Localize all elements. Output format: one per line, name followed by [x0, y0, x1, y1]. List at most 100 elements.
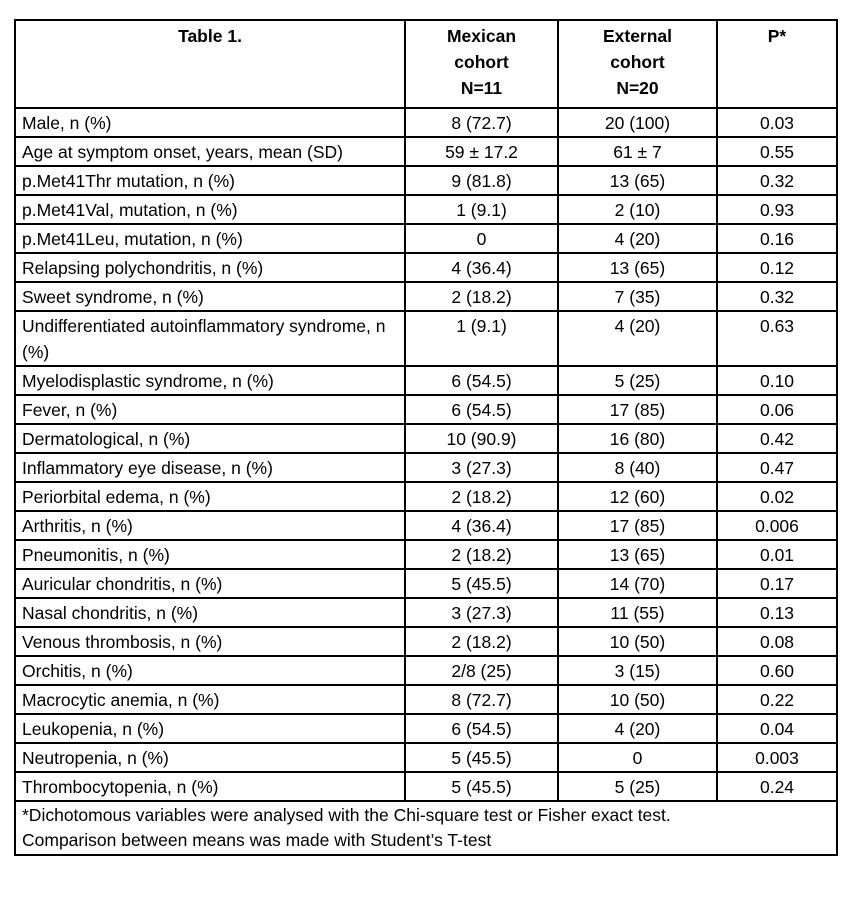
table-row: Periorbital edema, n (%) 2 (18.2) 12 (60) 0…: [14, 481, 838, 512]
external-cohort-value: 3 (15): [557, 655, 718, 686]
table-row: p.Met41Leu, mutation, n (%) 0 4 (20) 0.16: [14, 223, 838, 254]
mexican-cohort-value: 5 (45.5): [404, 771, 559, 802]
row-label: Arthritis, n (%): [14, 510, 406, 541]
header-line: P*: [767, 26, 787, 46]
row-label: Thrombocytopenia, n (%): [14, 771, 406, 802]
external-cohort-value: 61 ± 7: [557, 136, 718, 167]
mexican-cohort-value: 3 (27.3): [404, 452, 559, 483]
footnote-line: *Dichotomous variables were analysed wit…: [22, 805, 671, 825]
external-cohort-value: 11 (55): [557, 597, 718, 628]
mexican-cohort-value: 9 (81.8): [404, 165, 559, 196]
row-label: Relapsing polychondritis, n (%): [14, 252, 406, 283]
header-line: Table 1.: [178, 26, 242, 46]
row-label: Auricular chondritis, n (%): [14, 568, 406, 599]
p-value: 0.06: [716, 394, 838, 425]
p-value: 0.24: [716, 771, 838, 802]
row-label: Periorbital edema, n (%): [14, 481, 406, 512]
row-label: Neutropenia, n (%): [14, 742, 406, 773]
mexican-cohort-value: 2 (18.2): [404, 626, 559, 657]
external-cohort-value: 17 (85): [557, 510, 718, 541]
table-row: Myelodisplastic syndrome, n (%) 6 (54.5) 5…: [14, 365, 838, 396]
table-row: Orchitis, n (%) 2/8 (25) 3 (15) 0.60: [14, 655, 838, 686]
p-value: 0.04: [716, 713, 838, 744]
external-cohort-value: 0: [557, 742, 718, 773]
table-row: Auricular chondritis, n (%) 5 (45.5) 14 (7…: [14, 568, 838, 599]
p-value: 0.16: [716, 223, 838, 254]
row-label: Myelodisplastic syndrome, n (%): [14, 365, 406, 396]
footnote: *Dichotomous variables were analysed wit…: [14, 800, 838, 856]
row-label: p.Met41Leu, mutation, n (%): [14, 223, 406, 254]
mexican-cohort-value: 2 (18.2): [404, 281, 559, 312]
p-value: 0.003: [716, 742, 838, 773]
row-label: Nasal chondritis, n (%): [14, 597, 406, 628]
external-cohort-value: 5 (25): [557, 771, 718, 802]
mexican-cohort-value: 59 ± 17.2: [404, 136, 559, 167]
mexican-cohort-value: 5 (45.5): [404, 742, 559, 773]
p-value: 0.006: [716, 510, 838, 541]
external-cohort-value: 10 (50): [557, 684, 718, 715]
mexican-cohort-value: 2/8 (25): [404, 655, 559, 686]
table-row: Relapsing polychondritis, n (%) 4 (36.4) 1…: [14, 252, 838, 283]
mexican-cohort-value: 4 (36.4): [404, 252, 559, 283]
row-label: Venous thrombosis, n (%): [14, 626, 406, 657]
p-value: 0.12: [716, 252, 838, 283]
external-cohort-value: 10 (50): [557, 626, 718, 657]
p-value: 0.60: [716, 655, 838, 686]
mexican-cohort-value: 1 (9.1): [404, 310, 559, 367]
p-value: 0.22: [716, 684, 838, 715]
external-cohort-value: 2 (10): [557, 194, 718, 225]
table-row: Macrocytic anemia, n (%) 8 (72.7) 10 (50) 0…: [14, 684, 838, 715]
mexican-cohort-value: 6 (54.5): [404, 713, 559, 744]
header-table-title: Table 1.: [14, 19, 406, 109]
p-value: 0.08: [716, 626, 838, 657]
table-row: Age at symptom onset, years, mean (SD) 59…: [14, 136, 838, 167]
external-cohort-value: 13 (65): [557, 252, 718, 283]
table-row: p.Met41Thr mutation, n (%) 9 (81.8) 13 (65…: [14, 165, 838, 196]
table-row: Fever, n (%) 6 (54.5) 17 (85) 0.06: [14, 394, 838, 425]
row-label: Undifferentiated autoinflammatory syndro…: [14, 310, 406, 367]
row-label: Orchitis, n (%): [14, 655, 406, 686]
footnote-row: *Dichotomous variables were analysed wit…: [14, 800, 838, 856]
table-row: Leukopenia, n (%) 6 (54.5) 4 (20) 0.04: [14, 713, 838, 744]
header-row: Table 1. Mexican cohort N=11 External cohort N…: [14, 19, 838, 109]
external-cohort-value: 4 (20): [557, 310, 718, 367]
cohort-comparison-table: Table 1. Mexican cohort N=11 External cohort N…: [14, 19, 838, 856]
table-row: Nasal chondritis, n (%) 3 (27.3) 11 (55) 0.…: [14, 597, 838, 628]
row-label: Sweet syndrome, n (%): [14, 281, 406, 312]
mexican-cohort-value: 8 (72.7): [404, 107, 559, 138]
p-value: 0.02: [716, 481, 838, 512]
mexican-cohort-value: 2 (18.2): [404, 481, 559, 512]
p-value: 0.93: [716, 194, 838, 225]
table-row: Neutropenia, n (%) 5 (45.5) 0 0.003: [14, 742, 838, 773]
mexican-cohort-value: 0: [404, 223, 559, 254]
external-cohort-value: 13 (65): [557, 165, 718, 196]
table-row: Undifferentiated autoinflammatory syndro…: [14, 310, 838, 367]
external-cohort-value: 8 (40): [557, 452, 718, 483]
p-value: 0.47: [716, 452, 838, 483]
row-label: p.Met41Val, mutation, n (%): [14, 194, 406, 225]
row-label: Pneumonitis, n (%): [14, 539, 406, 570]
mexican-cohort-value: 5 (45.5): [404, 568, 559, 599]
p-value: 0.32: [716, 281, 838, 312]
mexican-cohort-value: 2 (18.2): [404, 539, 559, 570]
external-cohort-value: 20 (100): [557, 107, 718, 138]
mexican-cohort-value: 1 (9.1): [404, 194, 559, 225]
external-cohort-value: 13 (65): [557, 539, 718, 570]
row-label: Inflammatory eye disease, n (%): [14, 452, 406, 483]
row-label: Dermatological, n (%): [14, 423, 406, 454]
header-line: N=11: [460, 78, 503, 98]
external-cohort-value: 16 (80): [557, 423, 718, 454]
mexican-cohort-value: 6 (54.5): [404, 394, 559, 425]
row-label: Fever, n (%): [14, 394, 406, 425]
p-value: 0.01: [716, 539, 838, 570]
p-value: 0.13: [716, 597, 838, 628]
table-row: Venous thrombosis, n (%) 2 (18.2) 10 (50) 0…: [14, 626, 838, 657]
p-value: 0.10: [716, 365, 838, 396]
external-cohort-value: 7 (35): [557, 281, 718, 312]
external-cohort-value: 12 (60): [557, 481, 718, 512]
mexican-cohort-value: 4 (36.4): [404, 510, 559, 541]
mexican-cohort-value: 8 (72.7): [404, 684, 559, 715]
row-label: Leukopenia, n (%): [14, 713, 406, 744]
table-row: Arthritis, n (%) 4 (36.4) 17 (85) 0.006: [14, 510, 838, 541]
external-cohort-value: 5 (25): [557, 365, 718, 396]
